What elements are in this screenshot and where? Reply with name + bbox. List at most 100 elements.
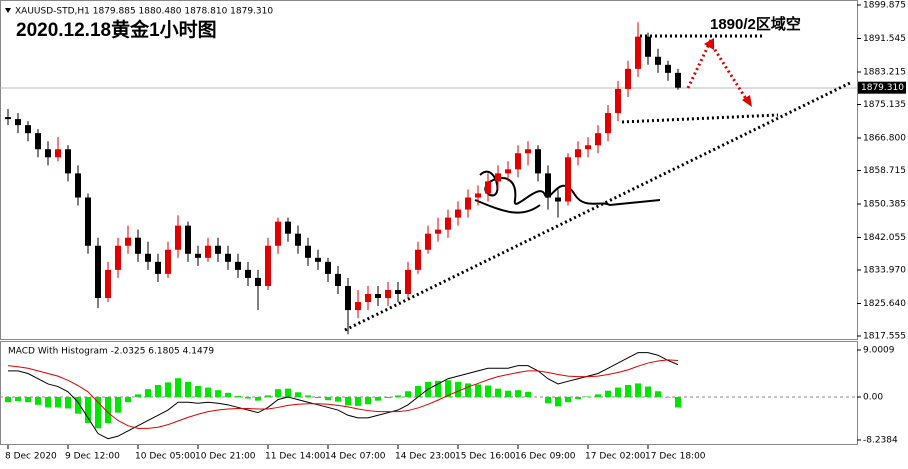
histogram-bar: [635, 383, 641, 397]
candle-body: [165, 249, 171, 274]
chart-title: 2020.12.18黄金1小时图: [16, 18, 217, 41]
candle-body: [5, 117, 11, 120]
candle-body: [95, 245, 101, 299]
candle-body: [275, 221, 281, 246]
candle-body: [595, 133, 601, 146]
candle-body: [375, 294, 381, 299]
histogram-bar: [295, 392, 301, 397]
histogram-bar: [545, 396, 551, 404]
support-line: [621, 113, 779, 124]
y-tick-label: 1899.875: [863, 1, 906, 11]
candle-body: [665, 64, 671, 73]
candle-body: [675, 72, 681, 88]
histogram-bar: [455, 381, 461, 397]
y-tick-label: 0.00: [863, 392, 883, 402]
histogram-bar: [345, 396, 351, 406]
candle-body: [475, 193, 481, 198]
candle-body: [465, 197, 471, 210]
candle-body: [185, 225, 191, 254]
histogram-bar: [245, 396, 251, 399]
macd-line: [8, 352, 679, 440]
candle-body: [245, 269, 251, 278]
current-price-box: [858, 81, 906, 94]
x-tick-label: 10 Dec 05:00: [135, 452, 196, 462]
histogram-bar: [45, 396, 51, 408]
chart-header: XAUUSD-STD,H1 1879.885 1880.480 1878.810…: [15, 7, 273, 17]
arrow-head: [704, 38, 714, 50]
x-tick-label: 17 Dec 18:00: [645, 452, 706, 462]
macd-title: MACD With Histogram -2.0325 6.1805 4.147…: [8, 347, 214, 357]
candle-body: [505, 169, 511, 174]
histogram-bar: [405, 391, 411, 397]
histogram-bar: [575, 396, 581, 400]
candle-body: [535, 149, 541, 174]
candle-body: [155, 261, 161, 274]
candle-body: [515, 153, 521, 170]
y-tick-label: 1842.055: [863, 233, 906, 243]
candle-body: [305, 245, 311, 258]
candle-body: [415, 249, 421, 270]
candle-body: [295, 233, 301, 246]
y-tick-label: 1858.715: [863, 166, 906, 176]
histogram-bar: [615, 387, 621, 397]
histogram-bar: [445, 380, 451, 397]
histogram-bar: [555, 396, 561, 407]
candle-body: [585, 145, 591, 150]
candle-body: [85, 197, 91, 246]
candle-body: [655, 56, 661, 65]
candle-body: [135, 237, 141, 254]
x-tick-label: 14 Dec 07:00: [325, 452, 386, 462]
histogram-bar: [225, 392, 231, 397]
candle-body: [105, 269, 111, 299]
histogram-bar: [95, 396, 101, 429]
candle-body: [285, 221, 291, 234]
x-tick-label: 10 Dec 21:00: [195, 452, 256, 462]
signature: [474, 170, 661, 214]
histogram-bar: [165, 382, 171, 397]
histogram-bar: [35, 396, 41, 405]
candle-body: [195, 253, 201, 258]
candle-body: [605, 113, 611, 134]
histogram-bar: [285, 388, 291, 397]
candle-body: [65, 149, 71, 174]
y-tick-label: 1866.800: [863, 133, 906, 143]
x-tick-label: 11 Dec 14:00: [265, 452, 326, 462]
histogram-bar: [155, 384, 161, 397]
candle-body: [235, 261, 241, 270]
histogram-bar: [205, 387, 211, 397]
candle-body: [575, 149, 581, 158]
y-tick-label: 1875.135: [863, 100, 906, 110]
candle-body: [175, 225, 181, 250]
candle-body: [255, 277, 261, 286]
candle-body: [615, 88, 621, 114]
candle-body: [455, 209, 461, 218]
y-tick-label: 1817.555: [863, 332, 906, 342]
x-tick-label: 15 Dec 16:00: [455, 452, 516, 462]
histogram-bar: [505, 390, 511, 397]
dotted-lines: [344, 34, 853, 332]
histogram-bar: [365, 396, 371, 405]
histogram-bar: [475, 384, 481, 397]
candle-body: [205, 245, 211, 258]
candle-body: [565, 157, 571, 202]
candle-body: [355, 302, 361, 311]
candle-body: [485, 181, 491, 194]
histogram-bar: [5, 396, 11, 403]
x-tick-label: 9 Dec 12:00: [65, 452, 120, 462]
histogram-bar: [495, 388, 501, 397]
histogram-bar: [395, 395, 401, 397]
candle-body: [365, 294, 371, 303]
histogram-bar: [305, 395, 311, 397]
histogram-bar: [335, 396, 341, 402]
histogram-bar: [15, 396, 21, 402]
candle-body: [425, 233, 431, 250]
candle-body: [345, 285, 351, 311]
candle-body: [645, 36, 651, 57]
histogram-bar: [675, 396, 681, 408]
histogram-bar: [605, 390, 611, 397]
candle-body: [265, 245, 271, 286]
histogram-bar: [435, 380, 441, 397]
y-tick-label: 9.0009: [863, 346, 895, 356]
histogram-bar: [375, 396, 381, 401]
